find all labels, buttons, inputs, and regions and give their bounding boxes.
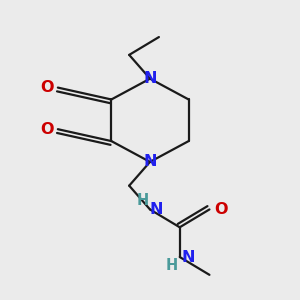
Text: N: N	[150, 202, 164, 217]
Text: N: N	[181, 250, 195, 265]
Text: N: N	[143, 154, 157, 169]
Text: O: O	[214, 202, 228, 217]
Text: H: H	[136, 193, 148, 208]
Text: N: N	[143, 71, 157, 86]
Text: H: H	[166, 259, 178, 274]
Text: O: O	[40, 122, 53, 137]
Text: O: O	[40, 80, 53, 95]
